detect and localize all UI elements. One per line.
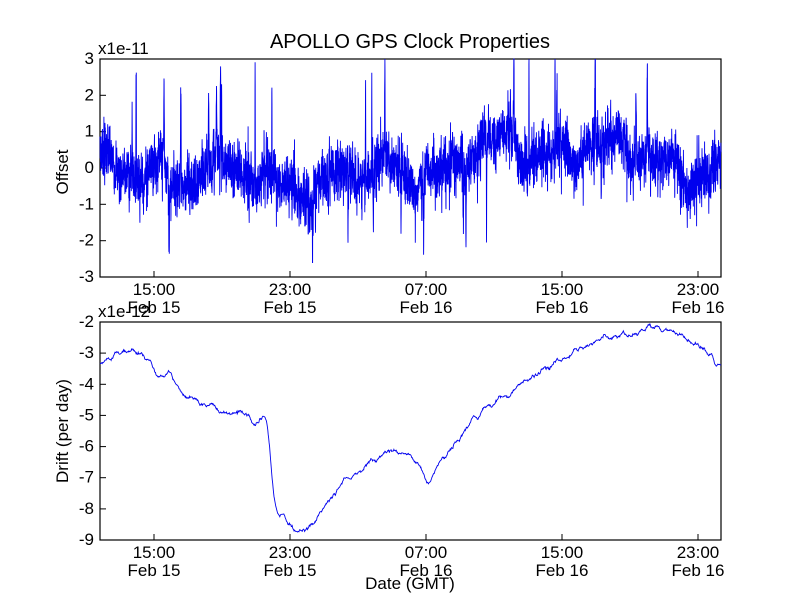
svg-text:15:00: 15:00 — [133, 543, 176, 562]
svg-text:07:00: 07:00 — [405, 543, 448, 562]
svg-text:Feb 16: Feb 16 — [672, 561, 725, 580]
svg-text:-2: -2 — [79, 231, 94, 250]
svg-text:Feb 16: Feb 16 — [672, 298, 725, 317]
svg-text:Offset: Offset — [53, 149, 72, 194]
svg-text:15:00: 15:00 — [133, 280, 176, 299]
svg-text:x1e-11: x1e-11 — [98, 39, 149, 58]
svg-text:Feb 15: Feb 15 — [264, 561, 317, 580]
svg-text:Feb 15: Feb 15 — [264, 298, 317, 317]
svg-text:-2: -2 — [79, 312, 94, 331]
svg-text:23:00: 23:00 — [269, 543, 312, 562]
svg-text:x1e-12: x1e-12 — [98, 302, 150, 321]
svg-text:APOLLO GPS Clock Properties: APOLLO GPS Clock Properties — [270, 31, 550, 53]
svg-text:Feb 16: Feb 16 — [536, 298, 589, 317]
svg-text:15:00: 15:00 — [541, 280, 584, 299]
svg-text:-3: -3 — [79, 343, 94, 362]
svg-text:07:00: 07:00 — [405, 280, 448, 299]
svg-text:1: 1 — [85, 122, 94, 141]
svg-text:23:00: 23:00 — [677, 280, 720, 299]
svg-text:23:00: 23:00 — [269, 280, 312, 299]
svg-text:Feb 16: Feb 16 — [400, 298, 453, 317]
svg-text:23:00: 23:00 — [677, 543, 720, 562]
svg-text:0: 0 — [85, 158, 94, 177]
svg-text:-8: -8 — [79, 499, 94, 518]
svg-text:-1: -1 — [79, 194, 94, 213]
svg-text:Feb 16: Feb 16 — [536, 561, 589, 580]
svg-text:-5: -5 — [79, 405, 94, 424]
svg-text:Feb 15: Feb 15 — [128, 561, 181, 580]
svg-text:-7: -7 — [79, 468, 94, 487]
svg-text:15:00: 15:00 — [541, 543, 584, 562]
svg-text:-3: -3 — [79, 267, 94, 286]
svg-text:-6: -6 — [79, 437, 94, 456]
svg-text:-9: -9 — [79, 530, 94, 549]
svg-text:-4: -4 — [79, 374, 94, 393]
svg-text:2: 2 — [85, 85, 94, 104]
svg-text:3: 3 — [85, 49, 94, 68]
svg-text:Date (GMT): Date (GMT) — [365, 574, 455, 593]
svg-text:Drift (per day): Drift (per day) — [53, 379, 72, 483]
